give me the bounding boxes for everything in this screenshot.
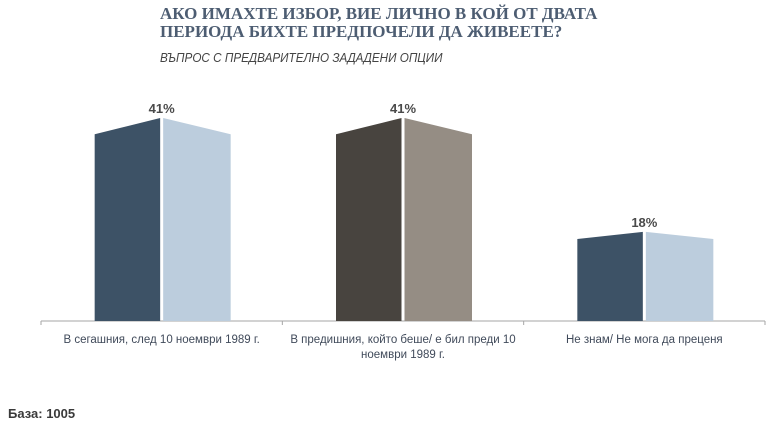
- category-label: В сегашния, след 10 ноември 1989 г.: [63, 334, 259, 346]
- data-label: 41%: [149, 101, 175, 116]
- bar-left-face: [94, 118, 161, 321]
- category-label: ноември 1989 г.: [361, 349, 445, 361]
- chart-subtitle: ВЪПРОС С ПРЕДВАРИТЕЛНО ЗАДАДЕНИ ОПЦИИ: [160, 50, 443, 65]
- chart-title: АКО ИМАХТЕ ИЗБОР, ВИЕ ЛИЧНО В КОЙ ОТ ДВА…: [160, 5, 597, 41]
- chart-title-line: АКО ИМАХТЕ ИЗБОР, ВИЕ ЛИЧНО В КОЙ ОТ ДВА…: [160, 4, 598, 23]
- bar-right-face: [645, 231, 714, 321]
- bar-chart: 41% В сегашния, след 10 ноември 1989 г. 41…: [40, 101, 766, 361]
- category-label: Не знам/ Не мога да преценя: [566, 334, 723, 346]
- bar-right-face: [163, 118, 231, 321]
- bar-left-face: [336, 118, 402, 321]
- bar-left-face: [577, 231, 643, 321]
- category-label: В предишния, който беше/ е бил преди 10: [290, 334, 515, 346]
- data-label: 41%: [390, 101, 416, 116]
- base-footnote: База: 1005: [8, 406, 76, 421]
- chart-title-line: ПЕРИОДА БИХТЕ ПРЕДПОЧЕЛИ ДА ЖИВЕЕТЕ?: [160, 22, 563, 41]
- bar-right-face: [404, 118, 472, 321]
- data-label: 18%: [631, 215, 657, 230]
